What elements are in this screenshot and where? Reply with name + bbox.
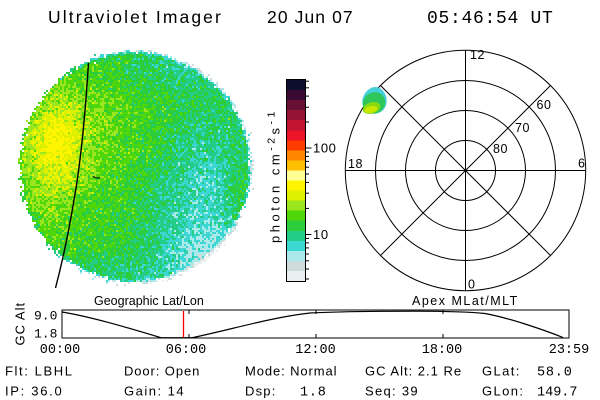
svg-text:80: 80 xyxy=(493,142,508,156)
svg-text:Geographic Lat/Lon: Geographic Lat/Lon xyxy=(94,294,204,308)
svg-text:photon cm-2s-1: photon cm-2s-1 xyxy=(266,108,283,243)
svg-text:58.0: 58.0 xyxy=(537,366,573,381)
svg-text:12:00: 12:00 xyxy=(295,343,336,358)
svg-text:10: 10 xyxy=(313,227,329,242)
svg-text:6: 6 xyxy=(578,157,586,171)
svg-text:12: 12 xyxy=(470,48,485,62)
svg-text:06:00: 06:00 xyxy=(166,343,207,358)
svg-text:0: 0 xyxy=(468,278,476,292)
svg-text:23:59: 23:59 xyxy=(549,343,590,358)
svg-text:Apex MLat/MLT: Apex MLat/MLT xyxy=(412,294,519,308)
svg-text:149.7: 149.7 xyxy=(537,386,578,400)
svg-text:Seq: 39: Seq: 39 xyxy=(365,384,419,399)
svg-text:GLon:: GLon: xyxy=(482,384,524,399)
svg-text:00:00: 00:00 xyxy=(40,343,81,358)
svg-text:Door: Open: Door: Open xyxy=(124,364,200,379)
svg-text:IP: 36.0: IP: 36.0 xyxy=(5,384,63,399)
svg-text:Flt: LBHL: Flt: LBHL xyxy=(5,364,74,379)
svg-text:9.0: 9.0 xyxy=(34,309,57,324)
svg-text:1.8: 1.8 xyxy=(300,386,327,400)
svg-text:1.8: 1.8 xyxy=(34,327,57,342)
svg-text:18: 18 xyxy=(348,157,363,171)
svg-text:05:46:54 UT: 05:46:54 UT xyxy=(427,9,554,29)
svg-text:18:00: 18:00 xyxy=(422,343,463,358)
svg-text:GC Alt: 2.1 Re: GC Alt: 2.1 Re xyxy=(365,364,462,379)
svg-text:Dsp:: Dsp: xyxy=(245,384,277,399)
svg-text:20 Jun 07: 20 Jun 07 xyxy=(267,7,354,27)
svg-text:GLat:: GLat: xyxy=(482,364,521,379)
svg-text:Ultraviolet Imager: Ultraviolet Imager xyxy=(48,7,223,27)
svg-text:60: 60 xyxy=(537,98,552,112)
svg-text:100: 100 xyxy=(313,141,337,156)
svg-text:Gain: 14: Gain: 14 xyxy=(124,384,185,399)
svg-text:GC Alt: GC Alt xyxy=(13,302,28,346)
svg-text:Mode: Normal: Mode: Normal xyxy=(245,364,337,379)
svg-text:70: 70 xyxy=(515,121,530,135)
